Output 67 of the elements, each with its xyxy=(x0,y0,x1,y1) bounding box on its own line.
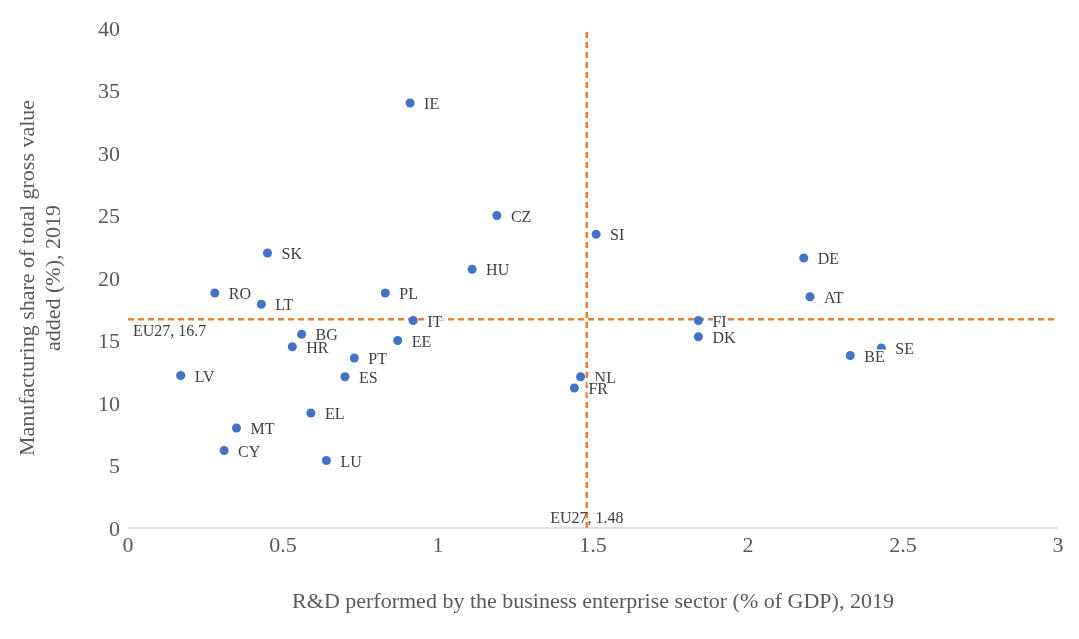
annotation: CZ xyxy=(510,207,532,225)
annotation: HU xyxy=(486,261,510,279)
annotation: DE xyxy=(817,250,840,267)
point xyxy=(591,229,601,239)
point xyxy=(393,335,403,346)
point xyxy=(467,264,477,274)
x-tick-label: 0.5 xyxy=(269,531,297,557)
annotation: MT xyxy=(250,420,275,437)
annotation: EE xyxy=(411,332,432,350)
point xyxy=(693,315,703,326)
x-tick-label: 2.5 xyxy=(889,531,917,557)
y-tick-label: 20 xyxy=(98,265,120,291)
point xyxy=(408,315,418,326)
point xyxy=(805,292,815,302)
x-tick-label: 1.5 xyxy=(579,531,607,557)
point xyxy=(219,445,229,456)
x-tick-label: 2 xyxy=(742,531,754,557)
annotation: SK xyxy=(281,245,303,262)
x-tick-label: 3 xyxy=(1052,531,1064,557)
y-tick-label: 5 xyxy=(109,453,120,479)
point xyxy=(492,210,502,221)
point xyxy=(306,408,316,418)
ref-line-label: EU27, 1.48 xyxy=(550,509,624,526)
point xyxy=(576,372,586,382)
annotation: AT xyxy=(824,288,844,306)
annotation: SE xyxy=(895,340,914,357)
point xyxy=(297,329,307,339)
annotation: IE xyxy=(424,95,440,112)
annotation: EL xyxy=(324,405,345,422)
point xyxy=(256,299,266,309)
y-tick-label: 10 xyxy=(98,390,120,416)
annotation: LT xyxy=(275,296,294,314)
y-tick-label: 15 xyxy=(98,328,120,354)
y-tick-label: 30 xyxy=(98,140,120,166)
annotation: FI xyxy=(712,312,727,330)
annotation: PT xyxy=(368,350,388,367)
y-tick-label: 40 xyxy=(98,15,120,41)
annotation: BE xyxy=(864,347,885,365)
point xyxy=(693,332,703,342)
point xyxy=(569,383,579,393)
point xyxy=(340,372,350,382)
point xyxy=(845,350,855,361)
point xyxy=(405,98,415,108)
point xyxy=(176,370,186,381)
point xyxy=(799,253,809,263)
point xyxy=(262,248,273,258)
y-tick-label: 0 xyxy=(109,515,120,541)
annotation: DK xyxy=(712,328,736,346)
y-tick-label: 35 xyxy=(98,78,120,104)
point xyxy=(231,423,242,433)
annotation: ES xyxy=(359,368,378,386)
ref-line-label: EU27, 16.7 xyxy=(133,321,207,339)
x-tick-label: 1 xyxy=(432,531,444,557)
point xyxy=(349,353,359,363)
annotation: LU xyxy=(340,452,363,470)
annotation: CY xyxy=(238,442,261,460)
annotation: RO xyxy=(228,285,252,302)
x-axis-title: R&D performed by the business enterprise sector (% of GDP), 2019 xyxy=(292,588,894,613)
annotation: SI xyxy=(610,226,625,244)
annotation: PL xyxy=(399,285,418,302)
point xyxy=(210,288,220,298)
point xyxy=(321,455,331,466)
point xyxy=(380,288,390,298)
y-axis-title: Manufacturing share of total gross value added (%), 2019 xyxy=(14,99,65,457)
annotation: LV xyxy=(194,367,215,385)
point xyxy=(287,342,297,352)
y-tick-label: 25 xyxy=(98,203,120,229)
